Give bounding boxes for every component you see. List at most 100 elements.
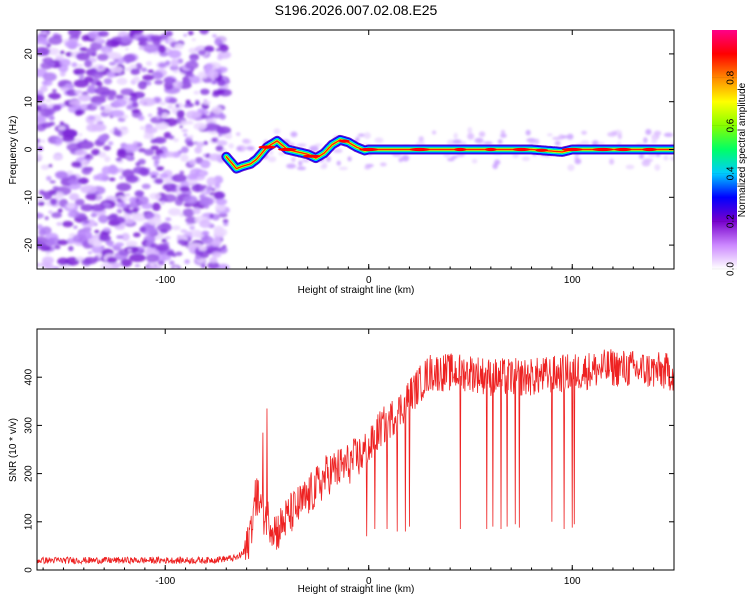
noise-blob [189, 53, 200, 61]
noise-blob [187, 30, 194, 36]
faint-blob [355, 136, 360, 142]
noise-blob [123, 54, 136, 63]
noise-blob [139, 226, 147, 233]
noise-blob [113, 129, 122, 136]
noise-blob [116, 235, 124, 239]
faint-blob [483, 141, 493, 145]
noise-blob [200, 114, 208, 119]
noise-blob [172, 69, 179, 74]
faint-blob [645, 128, 652, 136]
noise-blob [104, 156, 111, 163]
noise-blob [137, 115, 145, 121]
noise-blob [132, 207, 139, 214]
noise-blob [67, 211, 76, 218]
faint-blob [320, 164, 328, 170]
noise-blob [138, 147, 146, 153]
faint-blob [451, 155, 458, 159]
noise-blob [177, 239, 186, 245]
noise-blob [37, 146, 43, 152]
noise-blob [126, 100, 132, 104]
noise-blob [41, 139, 46, 144]
noise-blob [131, 101, 139, 108]
noise-blob [168, 49, 182, 59]
signal-hotspot [512, 147, 531, 152]
snr-panel: -100 0 100 0 100 200 300 400 Height of straight… [8, 328, 675, 595]
noise-blob [171, 174, 187, 183]
noise-blob [217, 55, 223, 61]
noise-blob [213, 225, 224, 234]
faint-blob [347, 156, 352, 162]
noise-blob [177, 234, 181, 239]
faint-blob [654, 164, 661, 171]
faint-blob [617, 133, 622, 140]
noise-blob [79, 47, 88, 52]
noise-blob [152, 37, 161, 46]
spectrogram-ytick-label: 20 [24, 48, 35, 60]
noise-blob [60, 86, 69, 92]
noise-blob [168, 135, 175, 140]
faint-blob [296, 143, 307, 147]
faint-blob [663, 154, 669, 161]
faint-blob [561, 135, 568, 139]
noise-blob [124, 246, 139, 254]
noise-blob [156, 166, 165, 171]
noise-blob [116, 197, 122, 203]
noise-blob [145, 61, 152, 66]
noise-blob [216, 140, 228, 146]
noise-blob [56, 222, 63, 226]
noise-blob [214, 203, 226, 212]
colorbar-label: Normalized spectral amplitude [737, 82, 748, 217]
signal-hotspot [592, 147, 614, 152]
noise-blob [105, 40, 120, 48]
snr-ytick-label: 300 [24, 417, 35, 434]
noise-blob [214, 182, 221, 189]
noise-blob [41, 80, 53, 86]
noise-blob [206, 186, 214, 191]
faint-blob [521, 156, 530, 162]
noise-blob [176, 109, 185, 119]
colorbar-tick-label: 0.6 [726, 118, 737, 132]
snr-frame [36, 328, 675, 571]
spectrogram-ytick-label: -10 [24, 190, 35, 205]
noise-blob [129, 253, 146, 263]
noise-blob [91, 245, 103, 254]
noise-blob [68, 30, 82, 37]
noise-blob [201, 235, 214, 245]
noise-blob [189, 223, 195, 228]
noise-blob [92, 240, 102, 247]
faint-blob [236, 132, 241, 137]
noise-blob [179, 170, 185, 175]
noise-blob [65, 257, 80, 266]
noise-blob [153, 160, 160, 164]
faint-blob [653, 130, 662, 136]
faint-blob [302, 158, 310, 163]
faint-blob [467, 132, 475, 140]
noise-blob [217, 88, 225, 95]
noise-blob [103, 227, 111, 232]
noise-blob [196, 141, 205, 148]
noise-blob [48, 121, 56, 126]
noise-blob [173, 138, 179, 143]
noise-blob [149, 262, 156, 267]
signal-hotspot [535, 148, 549, 152]
noise-blob [136, 93, 143, 98]
noise-blob [161, 194, 177, 203]
noise-blob [163, 76, 175, 84]
signal-hotspot [278, 147, 297, 152]
noise-blob [113, 127, 119, 131]
faint-blob [432, 130, 437, 135]
noise-blob [106, 256, 117, 264]
noise-blob [37, 142, 40, 147]
noise-blob [80, 103, 87, 110]
noise-blob [185, 110, 200, 120]
faint-blob [314, 143, 323, 147]
noise-blob [100, 263, 113, 269]
noise-blob [46, 43, 51, 48]
noise-blob [159, 101, 167, 106]
noise-blob [209, 257, 218, 264]
noise-blob [135, 161, 141, 167]
noise-blob [82, 226, 92, 233]
faint-blob [286, 163, 296, 169]
